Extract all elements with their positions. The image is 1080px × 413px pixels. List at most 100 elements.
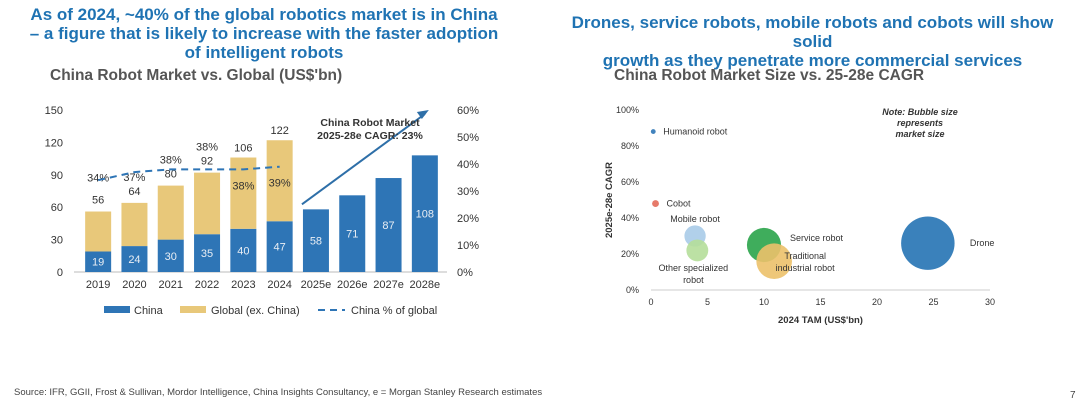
bar-total-label: 56: [92, 195, 104, 207]
x-tick-label: 2024: [267, 279, 291, 291]
bubble-x-tick-label: 20: [872, 297, 882, 307]
bubble-label: Service robot: [790, 233, 844, 243]
bubble-note-line-1: Note: Bubble size: [882, 107, 958, 117]
bubble-y-tick-label: 40%: [621, 213, 639, 223]
right-headline: Drones, service robots, mobile robots an…: [555, 13, 1070, 70]
bar-china: [411, 155, 438, 272]
x-tick-label: 2026e: [337, 279, 368, 291]
x-tick-label: 2022: [195, 279, 219, 291]
y-tick-label: 120: [45, 137, 63, 149]
legend-swatch-global: [180, 306, 206, 313]
x-tick-label: 2021: [159, 279, 183, 291]
pct-label: 38%: [232, 180, 254, 192]
bar-global: [194, 172, 221, 235]
bubble: [652, 200, 659, 208]
y2-tick-label: 10%: [457, 240, 479, 252]
right-headline-line-2: growth as they penetrate more commercial…: [602, 51, 1023, 70]
bubble-label: Traditional: [784, 251, 826, 261]
china-pct-line: [97, 165, 280, 182]
bar-china: [121, 246, 148, 272]
y-tick-label: 30: [51, 235, 63, 247]
bubble: [756, 243, 792, 280]
bubble-label-cont: industrial robot: [776, 263, 836, 273]
bar-global: [85, 211, 112, 252]
bar-china-label: 87: [382, 220, 394, 232]
bar-china-label: 108: [416, 209, 434, 221]
y-tick-label: 60: [51, 202, 63, 214]
legend-label-pct: China % of global: [351, 305, 437, 317]
page-number: 7: [1070, 390, 1076, 401]
x-tick-label: 2019: [86, 279, 110, 291]
bubble-chart-title: China Robot Market Size vs. 25-28e CAGR: [614, 67, 925, 84]
bubble: [901, 216, 955, 270]
bubble-label: Drone: [970, 238, 995, 248]
bar-china: [339, 195, 366, 272]
bubble-x-tick-label: 5: [705, 297, 710, 307]
legend-label-global: Global (ex. China): [211, 305, 300, 317]
y-tick-label: 0: [57, 267, 63, 279]
bubble-label: Other specialized: [659, 263, 729, 273]
bubble-label: Humanoid robot: [663, 127, 728, 137]
y2-tick-label: 50%: [457, 132, 479, 144]
left-headline-line-1: As of 2024, ~40% of the global robotics …: [30, 5, 498, 24]
bubble-note-line-2: represents: [897, 118, 943, 128]
annotation-line-2: 2025-28e CAGR: 23%: [317, 130, 423, 142]
x-tick-label: 2028e: [410, 279, 441, 291]
bubble: [686, 239, 709, 262]
bubble-y-tick-label: 60%: [621, 177, 639, 187]
bar-global: [121, 202, 148, 247]
bar-chart-title: China Robot Market vs. Global (US$'bn): [50, 67, 343, 84]
annotation-line-1: China Robot Market: [320, 117, 420, 129]
bubble-y-tick-label: 20%: [621, 249, 639, 259]
pct-label: 34%: [87, 173, 109, 185]
bubble-label-cont: robot: [683, 275, 704, 285]
bar-china: [375, 178, 402, 272]
bubble-label: Cobot: [667, 199, 692, 209]
cagr-arrow: [301, 113, 426, 206]
bubble-x-tick-label: 10: [759, 297, 769, 307]
pct-label: 39%: [269, 178, 291, 190]
bubble-x-tick-label: 25: [928, 297, 938, 307]
bar-china-label: 19: [92, 257, 104, 269]
bubble-y-tick-label: 100%: [616, 105, 639, 115]
bar-total-label: 122: [270, 125, 288, 137]
bar-global: [266, 140, 293, 222]
bar-total-label: 106: [234, 143, 252, 155]
x-tick-label: 2027e: [373, 279, 404, 291]
bar-total-label: 92: [201, 156, 213, 168]
bubble-x-tick-label: 15: [815, 297, 825, 307]
source-note: Source: IFR, GGII, Frost & Sullivan, Mor…: [14, 387, 543, 398]
bar-china-label: 71: [346, 229, 358, 241]
bubble-x-axis-label: 2024 TAM (US$'bn): [778, 315, 863, 326]
bar-total-label: 64: [128, 186, 140, 198]
bar-china: [302, 209, 329, 272]
bar-china: [85, 251, 112, 272]
legend-swatch-china: [104, 306, 130, 313]
bar-total-label: 80: [165, 169, 177, 181]
y2-tick-label: 0%: [457, 267, 473, 279]
bar-china-label: 58: [310, 236, 322, 248]
cagr-arrow-head: [416, 110, 429, 119]
x-tick-label: 2020: [122, 279, 146, 291]
y2-tick-label: 40%: [457, 159, 479, 171]
right-headline-line-1: Drones, service robots, mobile robots an…: [571, 13, 1054, 51]
pct-label: 38%: [160, 155, 182, 167]
bubble: [650, 129, 656, 135]
bar-china-label: 35: [201, 248, 213, 260]
y2-tick-label: 30%: [457, 186, 479, 198]
left-headline: As of 2024, ~40% of the global robotics …: [14, 5, 514, 62]
x-tick-label: 2025e: [301, 279, 332, 291]
bubble-y-tick-label: 80%: [621, 141, 639, 151]
x-tick-label: 2023: [231, 279, 255, 291]
pct-label: 37%: [123, 172, 145, 184]
bubble-y-axis-label: 2025e-28e CAGR: [604, 162, 615, 238]
pct-label: 38%: [196, 142, 218, 154]
bar-china-label: 47: [274, 242, 286, 254]
left-headline-line-3: of intelligent robots: [184, 43, 344, 62]
left-headline-line-2: – a figure that is likely to increase wi…: [29, 24, 499, 43]
y-tick-label: 90: [51, 170, 63, 182]
bubble-label: Mobile robot: [670, 214, 720, 224]
bubble-note-line-3: market size: [895, 129, 944, 139]
bar-china: [230, 228, 257, 272]
